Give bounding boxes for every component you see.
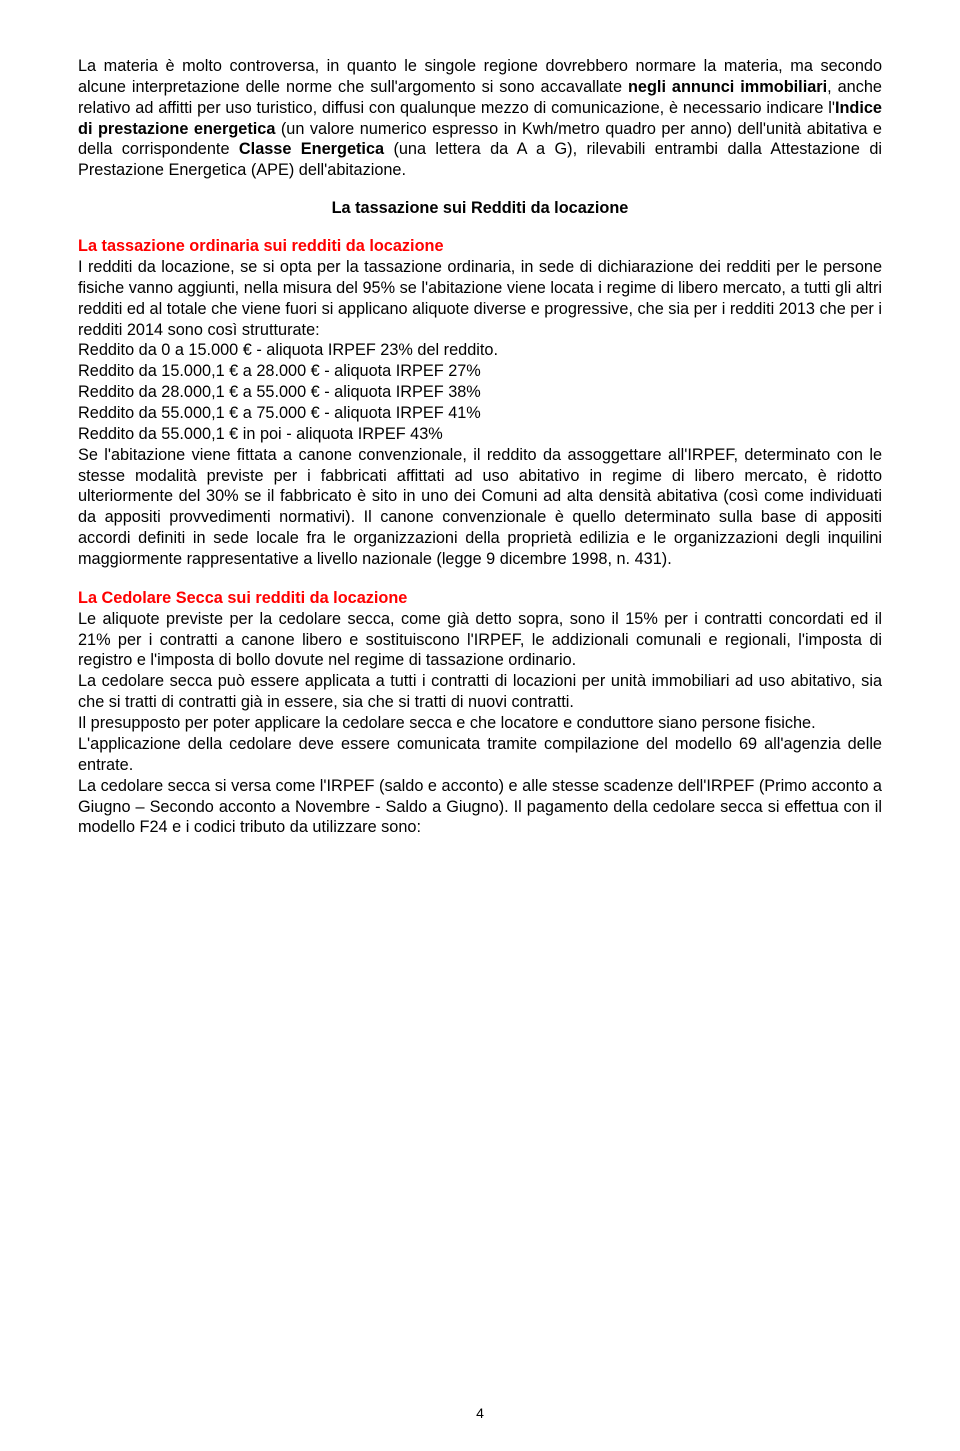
ordinaria-body: I redditi da locazione, se si opta per l… [78, 257, 882, 570]
ordinaria-bracket-5: Reddito da 55.000,1 € in poi - aliquota … [78, 425, 443, 443]
cedolare-p5: La cedolare secca si versa come l'IRPEF … [78, 777, 882, 837]
cedolare-block: La Cedolare Secca sui redditi da locazio… [78, 588, 882, 838]
cedolare-p4: L'applicazione della cedolare deve esser… [78, 735, 882, 774]
ordinaria-bracket-4: Reddito da 55.000,1 € a 75.000 € - aliqu… [78, 404, 481, 422]
para1-bold-classe: Classe Energetica [239, 140, 384, 158]
section-title-tassazione: La tassazione sui Redditi da locazione [78, 199, 882, 218]
ordinaria-bracket-2: Reddito da 15.000,1 € a 28.000 € - aliqu… [78, 362, 481, 380]
cedolare-p3: Il presupposto per poter applicare la ce… [78, 714, 816, 732]
paragraph-intro: La materia è molto controversa, in quant… [78, 56, 882, 181]
heading-cedolare: La Cedolare Secca sui redditi da locazio… [78, 588, 882, 609]
page-number: 4 [0, 1405, 960, 1421]
ordinaria-tail: Se l'abitazione viene fittata a canone c… [78, 446, 882, 568]
ordinaria-bracket-1: Reddito da 0 a 15.000 € - aliquota IRPEF… [78, 341, 498, 359]
heading-ordinaria: La tassazione ordinaria sui redditi da l… [78, 236, 882, 257]
ordinaria-bracket-3: Reddito da 28.000,1 € a 55.000 € - aliqu… [78, 383, 481, 401]
ordinaria-intro: I redditi da locazione, se si opta per l… [78, 258, 882, 339]
cedolare-p1: Le aliquote previste per la cedolare sec… [78, 610, 882, 670]
cedolare-body: Le aliquote previste per la cedolare sec… [78, 609, 882, 838]
para1-bold-annunci: negli annunci immobiliari [628, 78, 827, 96]
document-page: La materia è molto controversa, in quant… [0, 0, 960, 1451]
ordinaria-block: La tassazione ordinaria sui redditi da l… [78, 236, 882, 570]
cedolare-p2: La cedolare secca può essere applicata a… [78, 672, 882, 711]
